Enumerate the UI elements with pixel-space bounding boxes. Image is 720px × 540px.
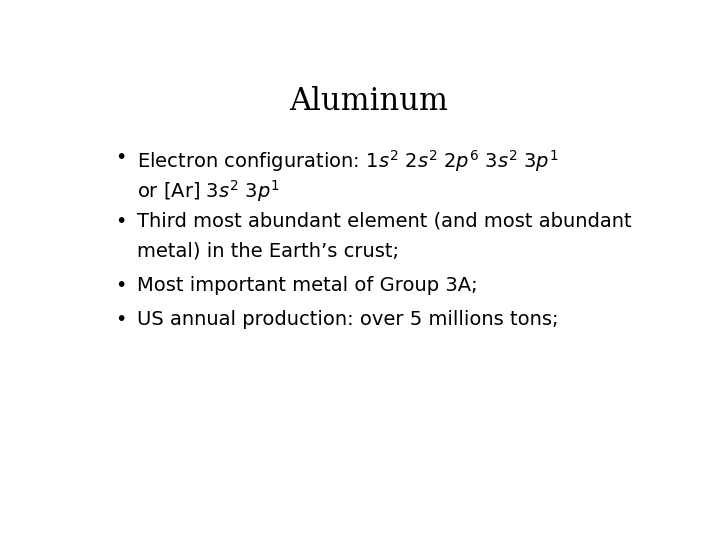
Text: Aluminum: Aluminum bbox=[289, 85, 449, 117]
Text: Third most abundant element (and most abundant: Third most abundant element (and most ab… bbox=[138, 212, 632, 231]
Text: •: • bbox=[115, 310, 127, 329]
Text: Electron configuration: $1s^2$ $2s^2$ $2p^6$ $3s^2$ $3p^1$: Electron configuration: $1s^2$ $2s^2$ $2… bbox=[138, 148, 559, 174]
Text: •: • bbox=[115, 148, 127, 167]
Text: •: • bbox=[115, 212, 127, 231]
Text: •: • bbox=[115, 276, 127, 295]
Text: Most important metal of Group 3A;: Most important metal of Group 3A; bbox=[138, 276, 478, 295]
Text: metal) in the Earth’s crust;: metal) in the Earth’s crust; bbox=[138, 242, 400, 261]
Text: or [Ar] $3s^2$ $3p^1$: or [Ar] $3s^2$ $3p^1$ bbox=[138, 178, 280, 204]
Text: US annual production: over 5 millions tons;: US annual production: over 5 millions to… bbox=[138, 310, 559, 329]
